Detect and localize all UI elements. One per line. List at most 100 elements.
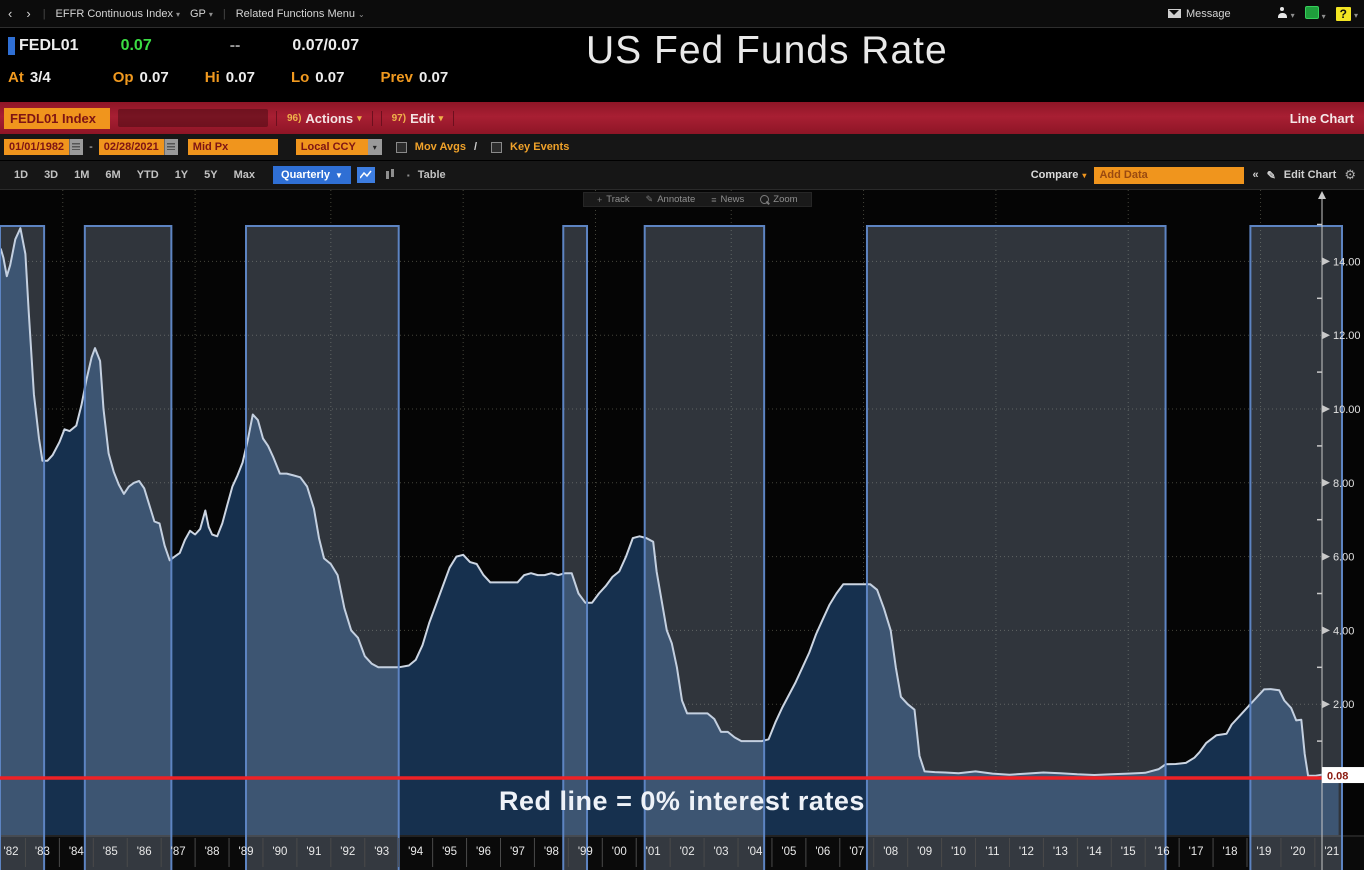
collapse-button[interactable]: « <box>1252 169 1259 181</box>
highlight-artifact <box>117 109 268 127</box>
function-toolbar: FEDL01 Index 96) Actions ▾ 97) Edit ▾ Li… <box>0 102 1364 134</box>
date-to-field[interactable]: 02/28/2021 <box>98 139 178 155</box>
price-chart[interactable]: '82 '83 '84 '85 '86 '87 '88 '89 '90 '91 '92 '93 '94 '… <box>0 190 1364 870</box>
at-label: At <box>8 69 24 86</box>
add-data-input[interactable] <box>1094 166 1245 184</box>
chart-type-more-icon[interactable]: ▪ <box>406 170 410 180</box>
track-button[interactable]: + Track <box>597 194 630 205</box>
security-menu[interactable]: EFFR Continuous Index ▾ <box>55 7 180 20</box>
low-label: Lo <box>290 69 310 86</box>
highlight-band <box>1249 225 1343 870</box>
range-max[interactable]: Max <box>233 169 256 181</box>
highlight-bands <box>0 225 1343 870</box>
svg-text:'83: '83 <box>35 846 50 858</box>
prev-value: 0.07 <box>419 69 449 86</box>
ticker[interactable]: FEDL01 <box>19 37 79 54</box>
chevron-down-icon: ▾ <box>1290 10 1295 20</box>
message-button[interactable]: Message <box>1167 8 1231 20</box>
svg-text:'96: '96 <box>476 846 491 858</box>
quote-row-primary: FEDL01 0.07 -- 0.07/0.07 <box>8 37 359 55</box>
compare-button[interactable]: Compare ▾ <box>1030 169 1087 181</box>
chevron-down-icon: ▾ <box>357 112 362 123</box>
svg-text:'00: '00 <box>612 846 627 858</box>
gp-function-menu[interactable]: GP ▾ <box>189 7 213 20</box>
edit-chart-button[interactable]: Edit Chart <box>1283 169 1337 181</box>
svg-text:'19: '19 <box>1256 846 1271 858</box>
svg-text:'87: '87 <box>171 846 186 858</box>
candle-chart-type-button[interactable] <box>381 167 399 183</box>
mov-avgs-checkbox[interactable] <box>395 141 407 153</box>
security-field[interactable]: FEDL01 Index <box>4 107 110 129</box>
chevron-down-icon: ▼ <box>334 170 343 180</box>
frequency-select[interactable]: Quarterly ▼ <box>273 166 351 184</box>
price-field-select[interactable]: Mid Px <box>187 139 278 155</box>
pencil-slash-icon[interactable]: / <box>473 141 477 153</box>
range-3d[interactable]: 3D <box>44 169 59 181</box>
svg-text:'99: '99 <box>578 846 593 858</box>
svg-text:'09: '09 <box>917 846 932 858</box>
gear-icon[interactable]: ⚙ <box>1344 167 1356 182</box>
forward-chevron-icon[interactable]: › <box>26 6 31 21</box>
news-button[interactable]: ≡ News <box>711 194 745 205</box>
svg-text:'82: '82 <box>4 846 19 858</box>
mov-avgs-label[interactable]: Mov Avgs <box>414 141 466 153</box>
svg-text:'06: '06 <box>815 846 830 858</box>
svg-text:'03: '03 <box>714 846 729 858</box>
range-5y[interactable]: 5Y <box>204 169 218 181</box>
calendar-icon[interactable] <box>163 139 178 155</box>
chart-canvas[interactable]: '82 '83 '84 '85 '86 '87 '88 '89 '90 '91 '92 '93 '94 '… <box>0 190 1364 870</box>
date-range-dash: - <box>89 141 93 153</box>
chevron-down-icon: ▾ <box>175 9 180 19</box>
svg-text:'94: '94 <box>408 846 424 858</box>
edit-menu[interactable]: 97) Edit ▾ <box>380 110 455 126</box>
svg-text:'89: '89 <box>239 846 254 858</box>
back-chevron-icon[interactable]: ‹ <box>8 6 13 21</box>
top-menu-bar: ‹ › | EFFR Continuous Index ▾ GP ▾ | Relat… <box>0 0 1364 28</box>
last-price: 0.07 <box>120 37 152 54</box>
range-6m[interactable]: 6M <box>105 169 121 181</box>
related-functions-menu[interactable]: Related Functions Menu ⌄ <box>235 7 365 20</box>
highlight-band <box>865 225 1167 870</box>
svg-text:8.00: 8.00 <box>1333 478 1354 490</box>
range-ytd[interactable]: YTD <box>136 169 159 181</box>
svg-text:'18: '18 <box>1223 846 1238 858</box>
svg-text:0.08: 0.08 <box>1327 771 1348 783</box>
line-chart-type-button[interactable] <box>356 167 375 183</box>
svg-text:'98: '98 <box>544 846 559 858</box>
key-events-checkbox[interactable] <box>491 141 502 153</box>
svg-text:'05: '05 <box>781 846 796 858</box>
chevron-down-icon[interactable]: ▾ <box>367 139 382 155</box>
svg-text:6.00: 6.00 <box>1333 552 1354 564</box>
svg-text:'11: '11 <box>985 846 999 858</box>
svg-text:'10: '10 <box>951 846 966 858</box>
zoom-button[interactable]: Zoom <box>753 194 804 205</box>
highlight-band <box>643 225 766 870</box>
table-button[interactable]: Table <box>417 169 446 181</box>
currency-select[interactable]: Local CCY ▾ <box>295 139 382 155</box>
pencil-icon: ✎ <box>1266 169 1276 182</box>
range-1y[interactable]: 1Y <box>174 169 189 181</box>
svg-text:'85: '85 <box>103 846 118 858</box>
key-events-label[interactable]: Key Events <box>510 141 570 153</box>
chart-mini-toolbar: + Track ✎ Annotate ≡ News Zoom <box>583 192 812 207</box>
svg-text:10.00: 10.00 <box>1333 404 1361 416</box>
screens-button[interactable]: ▾ <box>1304 5 1326 22</box>
pencil-icon: ✎ <box>645 194 654 204</box>
actions-menu[interactable]: 96) Actions ▾ <box>275 110 373 126</box>
svg-text:'21: '21 <box>1324 846 1339 858</box>
chart-type-label: Line Chart <box>1289 110 1354 126</box>
bid-ask: 0.07/0.07 <box>292 37 360 54</box>
svg-text:14.00: 14.00 <box>1333 256 1361 268</box>
range-1d[interactable]: 1D <box>14 169 29 181</box>
date-from-field[interactable]: 01/01/1982 <box>4 139 84 155</box>
price-line <box>0 227 1339 777</box>
help-button[interactable]: ? ▾ <box>1335 6 1358 21</box>
range-1m[interactable]: 1M <box>74 169 90 181</box>
svg-text:'14: '14 <box>1087 846 1103 858</box>
profile-button[interactable]: ▾ <box>1277 6 1295 21</box>
svg-text:'92: '92 <box>340 846 355 858</box>
svg-text:'12: '12 <box>1019 846 1034 858</box>
svg-text:'04: '04 <box>747 846 763 858</box>
annotate-button[interactable]: ✎ Annotate <box>645 194 696 205</box>
calendar-icon[interactable] <box>69 139 84 155</box>
